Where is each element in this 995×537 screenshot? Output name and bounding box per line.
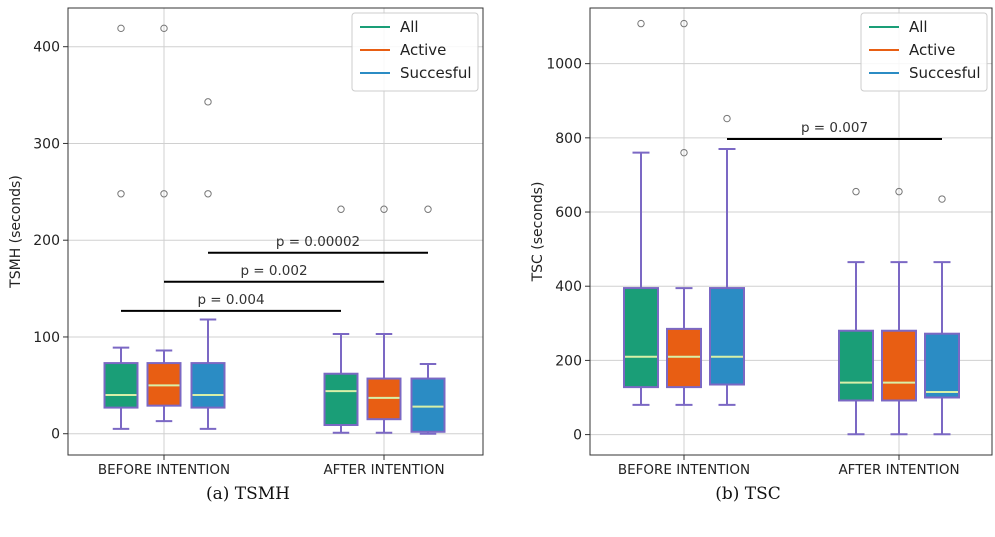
box-active-before-intention bbox=[146, 24, 182, 423]
y-tick-label: 400 bbox=[555, 279, 582, 295]
significance-annotation: p = 0.004 bbox=[121, 292, 341, 312]
legend-label-all: All bbox=[909, 18, 928, 36]
outlier-point bbox=[380, 205, 388, 213]
outlier-point bbox=[424, 205, 432, 213]
y-tick-label: 300 bbox=[33, 136, 60, 152]
box-body bbox=[623, 287, 659, 389]
legend-label-active: Active bbox=[400, 41, 446, 59]
y-axis-label: TSMH (seconds) bbox=[8, 175, 24, 289]
outlier-point bbox=[204, 98, 212, 106]
plot-frame bbox=[67, 7, 484, 456]
y-axis-label: TSC (seconds) bbox=[530, 182, 546, 283]
box-all-after-intention bbox=[838, 187, 874, 436]
box-all-after-intention bbox=[323, 205, 359, 434]
x-tick-label: BEFORE INTENTION bbox=[618, 462, 750, 478]
box-all-before-intention bbox=[623, 19, 659, 406]
significance-label: p = 0.007 bbox=[801, 120, 868, 136]
significance-annotation: p = 0.002 bbox=[164, 263, 384, 283]
outlier-point bbox=[117, 24, 125, 33]
box-body bbox=[190, 362, 226, 409]
y-tick-label: 200 bbox=[555, 353, 582, 369]
outlier-point bbox=[723, 114, 731, 123]
box-active-after-intention bbox=[366, 205, 402, 434]
box-succesful-before-intention bbox=[709, 114, 745, 406]
legend-label-succesful: Succesful bbox=[400, 64, 472, 82]
caption-a: (a) TSMH bbox=[206, 484, 290, 504]
box-body bbox=[881, 329, 917, 402]
outlier-point bbox=[637, 19, 645, 28]
legend-box bbox=[860, 12, 988, 92]
box-body bbox=[410, 377, 446, 433]
y-tick-label: 0 bbox=[573, 428, 582, 444]
box-body bbox=[838, 329, 874, 402]
y-tick-label: 0 bbox=[51, 427, 60, 443]
box-active-before-intention bbox=[666, 19, 702, 406]
significance-annotation: p = 0.007 bbox=[727, 120, 942, 140]
box-succesful-after-intention bbox=[924, 195, 960, 436]
y-tick-label: 800 bbox=[555, 131, 582, 147]
box-succesful-after-intention bbox=[410, 205, 446, 435]
chart-panel-tsc: 0 200 400 600 800 1000 BEFORE INTENTION AFTER I… bbox=[530, 7, 993, 478]
box-body bbox=[709, 287, 745, 386]
legend-label-succesful: Succesful bbox=[909, 64, 981, 82]
caption-b: (b) TSC bbox=[715, 484, 781, 504]
significance-label: p = 0.00002 bbox=[276, 234, 360, 250]
chart-panel-tsmh: 0 100 200 300 400 BEFORE INTENTION AFTER INTEN… bbox=[8, 7, 484, 478]
legend-label-all: All bbox=[400, 18, 419, 36]
outlier-point bbox=[895, 187, 903, 196]
box-body bbox=[323, 372, 359, 427]
box-active-after-intention bbox=[881, 187, 917, 436]
significance-label: p = 0.002 bbox=[240, 263, 307, 279]
x-tick-label: AFTER INTENTION bbox=[323, 462, 444, 478]
x-tick-label: AFTER INTENTION bbox=[838, 462, 959, 478]
y-tick-label: 200 bbox=[33, 233, 60, 249]
outlier-point bbox=[680, 19, 688, 28]
x-tick-label: BEFORE INTENTION bbox=[98, 462, 230, 478]
outlier-point bbox=[938, 195, 946, 203]
outlier-point bbox=[337, 205, 345, 213]
outlier-point bbox=[117, 190, 125, 198]
plot-frame bbox=[589, 7, 993, 456]
box-body bbox=[924, 332, 960, 399]
y-tick-label: 400 bbox=[33, 40, 60, 56]
box-all-before-intention bbox=[103, 24, 139, 430]
outlier-point bbox=[680, 148, 688, 157]
legend-label-active: Active bbox=[909, 41, 955, 59]
significance-label: p = 0.004 bbox=[197, 292, 264, 308]
outlier-point bbox=[160, 24, 168, 33]
box-body bbox=[103, 362, 139, 409]
y-tick-label: 1000 bbox=[546, 57, 582, 73]
outlier-point bbox=[852, 187, 860, 196]
y-tick-label: 600 bbox=[555, 205, 582, 221]
box-succesful-before-intention bbox=[190, 98, 226, 430]
legend-box bbox=[351, 12, 479, 92]
y-tick-label: 100 bbox=[33, 330, 60, 346]
legend: All Active Succesful bbox=[860, 12, 988, 92]
significance-annotation: p = 0.00002 bbox=[208, 234, 428, 254]
box-body bbox=[666, 327, 702, 389]
legend: All Active Succesful bbox=[351, 12, 479, 92]
outlier-point bbox=[204, 190, 212, 198]
outlier-point bbox=[160, 190, 168, 198]
